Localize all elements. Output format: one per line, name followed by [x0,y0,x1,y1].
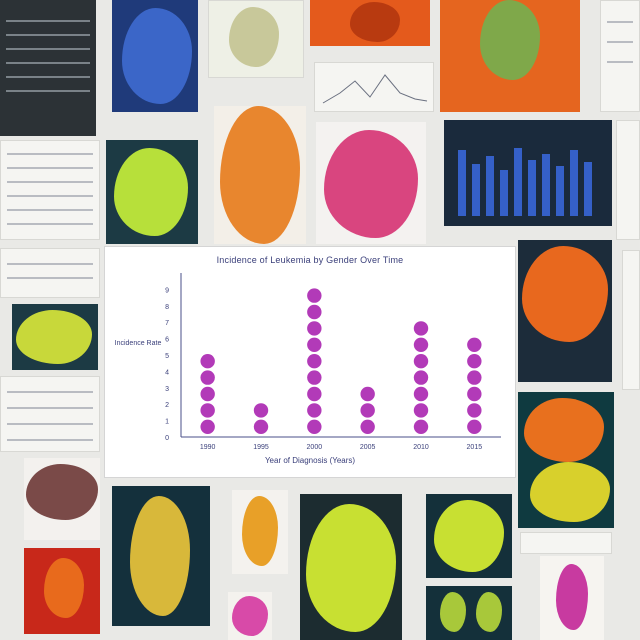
thumbnail-orange-yellow-organs [518,392,614,528]
thumbnail-doc-left [0,140,100,240]
data-point [413,321,429,336]
thumbnail-orange-organ [310,0,430,46]
data-point [200,386,215,402]
data-point [200,354,215,369]
thumbnail-doc-far-right-2 [622,250,640,390]
data-point [467,386,482,402]
data-point [413,386,429,402]
dot-chart: 0 1 2 3 4 5 6 7 8 9 1990 1995 2000 2005 2010 2015 [165,273,501,451]
data-point [360,386,375,402]
y-tick-label: 5 [165,353,169,360]
data-point [360,403,375,418]
thumbnail-small-coral [232,490,288,574]
thumbnail-yellow-starfish [300,494,402,640]
data-point [200,419,215,434]
thumbnail-coral-branch [112,486,210,626]
data-point [413,419,429,434]
thumbnail-branch-drawing [208,0,304,78]
thumbnail-pink-flower [228,592,272,640]
x-tick-label: 2005 [360,444,376,451]
y-tick-label: 6 [165,337,169,344]
data-point [307,304,322,320]
thumbnail-doc-right [600,0,640,112]
mini-bar-chart [458,148,592,216]
thumbnail-banana-leaves [12,304,98,370]
thumbnail-red-vessels [24,548,100,634]
chart-panel: Incidence of Leukemia by Gender Over Tim… [104,246,516,478]
x-tick-label: 2010 [413,444,429,451]
data-point [307,321,322,336]
x-tick-label: 1995 [253,444,269,451]
y-tick-label: 7 [165,320,169,327]
data-point [307,370,322,385]
mini-line-plot [322,74,428,104]
thumbnail-dark-screen [0,0,96,136]
data-point [467,419,482,434]
thumbnail-doc-left-2 [0,248,100,298]
data-point [467,354,482,369]
y-tick-label: 3 [165,386,169,393]
thumbnail-doc-bottom-right [520,532,612,554]
data-point [467,337,482,352]
thumbnail-yellow-star-2 [426,494,512,578]
y-tick-label: 1 [165,419,169,426]
thumbnail-blue-tissue [112,0,198,112]
thumbnail-mushrooms [426,586,512,640]
data-point [307,288,322,303]
thumbnail-pink-organ [316,122,426,244]
y-tick-label: 8 [165,304,169,311]
data-point [413,337,429,352]
data-point [413,370,429,385]
data-point [307,403,322,418]
data-point [307,419,322,434]
x-tick-label: 2000 [307,444,323,451]
y-tick-label: 0 [165,435,169,442]
data-point [467,403,482,418]
data-point [307,386,322,402]
y-axis-label: Incidence Rate [114,340,162,347]
thumbnail-orange-veins [440,0,580,112]
thumbnail-doc-left-3 [0,376,100,452]
x-tick-label: 1990 [200,444,216,451]
y-tick-label: 9 [165,287,169,294]
data-point [413,354,429,369]
data-point [413,403,429,418]
thumbnail-orange-column [214,106,306,244]
data-point [253,419,269,434]
thumbnail-line-plot [314,62,434,112]
thumbnail-orange-leaf [518,240,612,382]
data-point [307,354,322,369]
data-point [467,370,482,385]
data-point [360,419,375,434]
data-point [200,403,215,418]
x-tick-label: 2015 [467,444,483,451]
thumbnail-brown-organ [24,458,100,540]
thumbnail-green-coral [106,140,198,244]
data-point [307,337,322,352]
chart-title: Incidence of Leukemia by Gender Over Tim… [216,255,404,265]
thumbnail-bar-chart [444,120,612,226]
thumbnail-doc-far-right [616,120,640,240]
data-point [200,370,215,385]
data-point [253,403,269,418]
y-tick-label: 4 [165,369,169,376]
y-tick-label: 2 [165,402,169,409]
thumbnail-pink-figure [540,556,604,640]
x-axis-label: Year of Diagnosis (Years) [264,456,356,465]
